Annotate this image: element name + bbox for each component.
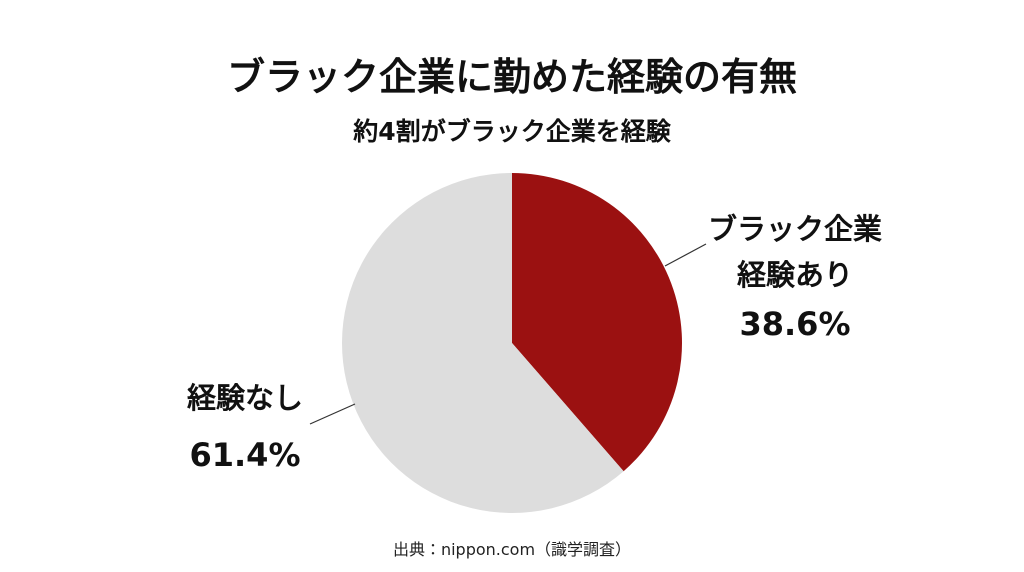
chart-title: ブラック企業に勤めた経験の有無 xyxy=(226,55,797,99)
slice-label: ブラック企業経験あり xyxy=(707,212,882,292)
pie-slice xyxy=(342,173,624,513)
value-label: 38.6% xyxy=(739,305,851,343)
leader-line xyxy=(664,243,707,267)
leader-line xyxy=(309,403,356,425)
chart-subtitle: 約4割がブラック企業を経験 xyxy=(353,117,671,146)
slice-label: 経験なし xyxy=(186,381,303,415)
source-note: 出典：nippon.com（識学調査） xyxy=(392,540,632,559)
pie-slice xyxy=(512,173,683,472)
value-label: 61.4% xyxy=(189,436,301,474)
